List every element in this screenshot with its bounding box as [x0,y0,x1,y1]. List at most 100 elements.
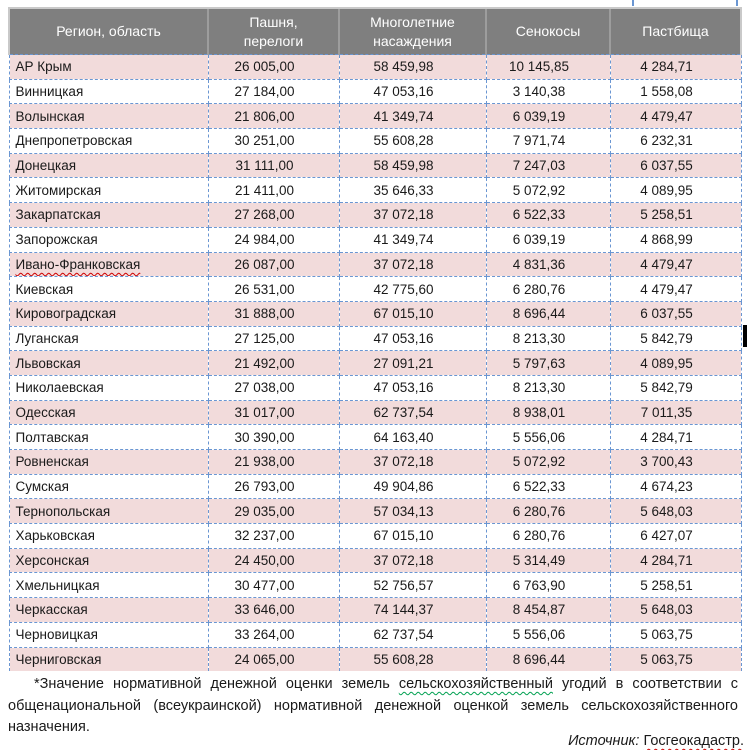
value-cell: 58 459,98 [338,54,487,80]
region-name: Волынская [15,108,85,124]
value-cell: 26 531,00 [207,276,340,302]
source-label: Источник: [568,733,644,749]
header-row: Регион, область Пашня, перелоги Многолетние… [8,7,742,55]
region-cell: Харьковская [8,523,209,549]
table-row: Полтавская 30 390,00 64 163,40 5 556,06 4 28… [8,424,742,450]
value-cell: 8 213,30 [485,325,611,352]
table-row: Сумская 26 793,00 49 904,86 6 522,33 4 674,2… [8,473,742,500]
value-cell: 41 349,74 [338,103,487,130]
region-cell: Николаевская [8,374,209,401]
value-cell: 8 696,44 [485,646,611,672]
value-cell: 33 264,00 [207,621,340,648]
table-row: Хмельницкая 30 477,00 52 756,57 6 763,90 5 2… [8,572,742,599]
value-cell: 33 646,00 [207,597,340,623]
value-cell: 4 284,71 [609,547,742,574]
value-cell: 37 072,18 [338,449,487,475]
value-cell: 37 072,18 [338,547,487,574]
value-cell: 4 089,95 [609,177,742,204]
value-cell: 37 072,18 [338,202,487,228]
table-row: Херсонская 24 450,00 37 072,18 5 314,49 4 28… [8,547,742,574]
region-name: Донецкая [15,158,77,174]
region-cell: Ивано-Франковская [8,251,209,278]
column-header: Пашня, перелоги [207,7,339,55]
region-name: Ивано-Франковская [15,256,141,272]
value-cell: 67 015,10 [338,300,487,327]
table-row: Черновицкая 33 264,00 62 737,54 5 556,06 5 0… [8,621,742,648]
value-cell: 5 258,51 [609,572,742,599]
value-cell: 4 868,99 [609,226,742,253]
footnote-text-end: угодий в соответствии с общенациональной… [8,676,738,735]
value-cell: 49 904,86 [338,473,487,500]
value-cell: 3 700,43 [609,449,742,475]
source-value: Госгеокадастр. [643,733,744,749]
table-row: Львовская 21 492,00 27 091,21 5 797,63 4 089… [8,350,742,376]
table-row: Запорожская 24 984,00 41 349,74 6 039,19 4 8… [8,226,742,253]
region-cell: Полтавская [8,424,209,450]
region-cell: Тернопольская [8,498,209,525]
value-cell: 27 125,00 [207,325,340,352]
region-cell: Запорожская [8,226,209,253]
region-name: Запорожская [15,232,98,248]
value-cell: 6 522,33 [485,473,611,500]
value-cell: 41 349,74 [338,226,487,253]
region-name: Харьковская [15,528,95,544]
value-cell: 55 608,28 [338,128,487,154]
value-cell: 74 144,37 [338,597,487,623]
region-cell: Волынская [8,103,209,130]
region-name: Закарпатская [15,207,101,223]
region-name: Житомирская [15,182,102,198]
value-cell: 5 556,06 [485,621,611,648]
value-cell: 6 763,90 [485,572,611,599]
region-cell: Киевская [8,276,209,302]
value-cell: 6 232,31 [609,128,742,154]
value-cell: 30 390,00 [207,424,340,450]
value-cell: 31 017,00 [207,399,340,426]
value-cell: 6 280,76 [485,276,611,302]
gridline-tick-icon [632,0,634,6]
value-cell: 7 971,74 [485,128,611,154]
table-header: Регион, область Пашня, перелоги Многолетние… [8,7,742,55]
region-cell: Черновицкая [8,621,209,648]
region-name: Львовская [15,355,81,371]
region-cell: Кировоградская [8,300,209,327]
table-row: Одесская 31 017,00 62 737,54 8 938,01 7 011,… [8,399,742,426]
table-row: Закарпатская 27 268,00 37 072,18 6 522,33 5 … [8,202,742,228]
value-cell: 37 072,18 [338,251,487,278]
value-cell: 8 696,44 [485,300,611,327]
region-name: Винницкая [15,84,84,100]
value-cell: 24 065,00 [207,646,340,672]
value-cell: 52 756,57 [338,572,487,599]
value-cell: 8 454,87 [485,597,611,623]
region-cell: Львовская [8,350,209,376]
value-cell: 35 646,33 [338,177,487,204]
region-name: Херсонская [15,553,90,569]
value-cell: 5 556,06 [485,424,611,450]
value-cell: 5 063,75 [609,646,742,672]
value-cell: 26 005,00 [207,54,340,80]
value-cell: 8 213,30 [485,374,611,401]
value-cell: 5 842,79 [609,325,742,352]
source-line: Источник: Госгеокадастр. [8,732,744,750]
region-name: Хмельницкая [15,577,100,593]
value-cell: 4 089,95 [609,350,742,376]
region-cell: АР Крым [8,54,209,80]
value-cell: 8 938,01 [485,399,611,426]
value-cell: 47 053,16 [338,325,487,352]
text-cursor [743,325,747,347]
table-row: Кировоградская 31 888,00 67 015,10 8 696,44… [8,300,742,327]
region-cell: Луганская [8,325,209,352]
value-cell: 32 237,00 [207,523,340,549]
region-cell: Хмельницкая [8,572,209,599]
value-cell: 62 737,54 [338,621,487,648]
value-cell: 5 258,51 [609,202,742,228]
region-cell: Херсонская [8,547,209,574]
value-cell: 27 038,00 [207,374,340,401]
value-cell: 10 145,85 [485,54,611,80]
value-cell: 5 842,79 [609,374,742,401]
region-name: Днепропетровская [15,133,133,149]
value-cell: 21 411,00 [207,177,340,204]
region-cell: Ровненская [8,449,209,475]
value-cell: 4 284,71 [609,54,742,80]
value-cell: 5 648,03 [609,498,742,525]
